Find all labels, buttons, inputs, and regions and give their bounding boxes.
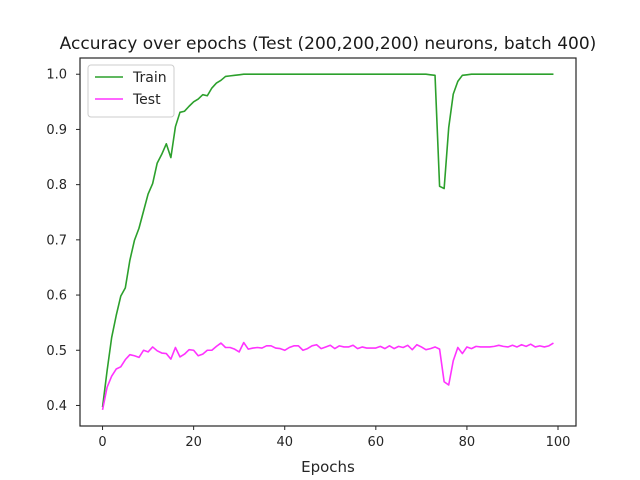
legend: Train Test <box>87 64 175 118</box>
x-tick-label: 20 <box>185 435 202 450</box>
series-line-train <box>101 73 554 408</box>
y-tick-label: 0.7 <box>46 233 67 248</box>
x-tick-label: 40 <box>276 435 293 450</box>
plot-area <box>79 57 577 427</box>
y-tick-label: 0.4 <box>46 399 67 414</box>
x-tick-label: 0 <box>98 435 106 450</box>
y-tick-label: 0.6 <box>46 289 67 304</box>
y-tick-label: 0.8 <box>46 178 67 193</box>
legend-label-train: Train <box>132 70 167 86</box>
y-tick-label: 0.9 <box>46 123 67 138</box>
legend-box <box>87 64 175 118</box>
chart-title: Accuracy over epochs (Test (200,200,200)… <box>60 34 597 54</box>
y-tick-label: 1.0 <box>46 68 67 83</box>
x-axis-label: Epochs <box>301 458 355 476</box>
x-tick-label: 80 <box>459 435 476 450</box>
series-line-test <box>101 341 554 411</box>
x-axis: 0 20 40 60 80 100 <box>98 426 570 450</box>
plot-frame <box>79 57 577 427</box>
x-tick-label: 100 <box>546 435 571 450</box>
y-tick-label: 0.5 <box>46 344 67 359</box>
legend-label-test: Test <box>132 92 161 108</box>
x-tick-label: 60 <box>368 435 385 450</box>
y-axis: 0.4 0.5 0.6 0.7 0.8 0.9 1.0 <box>46 68 80 414</box>
